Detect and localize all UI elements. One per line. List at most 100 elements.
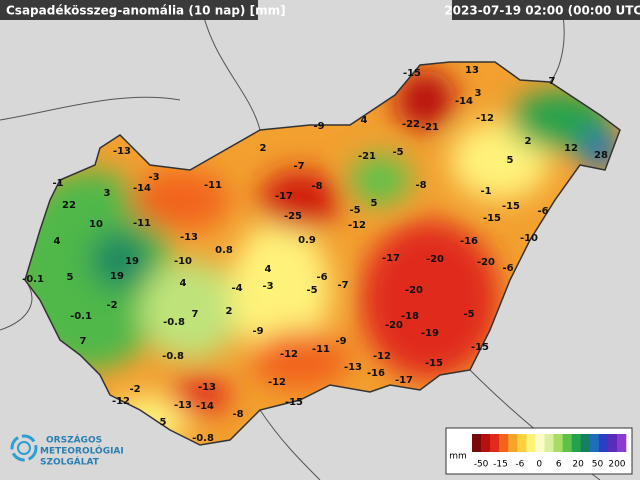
station-value: -12 xyxy=(268,377,286,388)
legend-tick-label: -6 xyxy=(515,460,524,470)
station-value: -9 xyxy=(313,121,324,132)
station-value: -16 xyxy=(367,368,385,379)
station-value: 0.8 xyxy=(215,245,233,256)
station-value: -3 xyxy=(262,281,273,292)
borders xyxy=(0,0,601,480)
station-value: -15 xyxy=(285,397,303,408)
timestamp-bar xyxy=(452,0,640,20)
station-value: -9 xyxy=(335,336,346,347)
title-bar xyxy=(0,0,258,20)
legend: mm -50 -15 -6 0 6 20 50 200 xyxy=(445,427,633,475)
station-value: -2 xyxy=(129,384,140,395)
station-value: -15 xyxy=(425,358,443,369)
station-value: 4 xyxy=(54,236,61,247)
title: Csapadékösszeg-anomália (10 nap) [mm] xyxy=(6,4,286,18)
station-value: -21 xyxy=(421,122,439,133)
station-value: -19 xyxy=(421,328,439,339)
station-value: -17 xyxy=(382,253,400,264)
legend-swatch xyxy=(526,434,536,452)
station-value: -12 xyxy=(373,351,391,362)
station-value: 2 xyxy=(525,136,532,147)
legend-swatch xyxy=(607,434,618,452)
legend-tick-label: 50 xyxy=(592,460,604,470)
station-value: -22 xyxy=(402,119,420,130)
legend-swatch xyxy=(598,434,609,452)
station-value: -15 xyxy=(471,342,489,353)
station-value: -5 xyxy=(392,147,403,158)
legend-tick-label: 0 xyxy=(536,460,542,470)
station-value: -6 xyxy=(316,272,327,283)
station-value: -11 xyxy=(312,344,330,355)
legend-swatch xyxy=(472,434,482,452)
legend-tick-label: -15 xyxy=(493,460,508,470)
station-value: -13 xyxy=(198,382,216,393)
station-value: -15 xyxy=(403,68,421,79)
legend-swatch xyxy=(544,434,554,452)
station-value: -3 xyxy=(148,172,159,183)
station-value: 5 xyxy=(371,198,378,209)
station-value: -13 xyxy=(113,146,131,157)
station-value: -17 xyxy=(395,375,413,386)
station-value: -21 xyxy=(358,151,376,162)
station-value: -20 xyxy=(385,320,403,331)
legend-unit: mm xyxy=(449,452,467,462)
station-value: 4 xyxy=(265,264,272,275)
station-value: 19 xyxy=(110,271,124,282)
station-value: -12 xyxy=(280,349,298,360)
station-value: 2 xyxy=(226,306,233,317)
station-value: -10 xyxy=(520,233,538,244)
station-value: -6 xyxy=(537,206,548,217)
legend-swatch xyxy=(571,434,582,452)
station-value: -2 xyxy=(106,300,117,311)
station-value: -6 xyxy=(502,263,513,274)
legend-swatch xyxy=(499,434,509,452)
station-value: -20 xyxy=(405,285,423,296)
station-value: 3 xyxy=(475,88,482,99)
station-value: -4 xyxy=(231,283,242,294)
station-value: -12 xyxy=(348,220,366,231)
station-value: -8 xyxy=(311,181,322,192)
station-value: -11 xyxy=(133,218,151,229)
timestamp: 2023-07-19 02:00 (00:00 UTC) xyxy=(444,4,640,18)
station-value: 19 xyxy=(125,256,139,267)
station-value: -14 xyxy=(196,401,214,412)
station-value: 4 xyxy=(361,115,368,126)
station-value: -25 xyxy=(284,211,302,222)
legend-tick-label: 200 xyxy=(608,460,625,470)
station-value: -13 xyxy=(180,232,198,243)
legend-swatch xyxy=(580,434,591,452)
station-value: -1 xyxy=(480,186,491,197)
station-value: -5 xyxy=(463,309,474,320)
legend-tick-label: 6 xyxy=(556,460,562,470)
legend-swatch xyxy=(481,434,491,452)
station-value: -14 xyxy=(455,96,473,107)
station-value: 5 xyxy=(160,417,167,428)
station-value: -12 xyxy=(112,396,130,407)
legend-tick-label: 20 xyxy=(572,460,584,470)
station-value: 28 xyxy=(594,150,608,161)
station-value: -13 xyxy=(344,362,362,373)
legend-tick-label: -50 xyxy=(474,460,489,470)
station-value: -1 xyxy=(52,178,63,189)
station-value: -11 xyxy=(204,180,222,191)
station-value: 22 xyxy=(62,200,76,211)
station-value: -9 xyxy=(252,326,263,337)
legend-swatch xyxy=(517,434,527,452)
station-value: -7 xyxy=(337,280,348,291)
station-value: 7 xyxy=(192,309,199,320)
station-value: -7 xyxy=(293,161,304,172)
station-value: -17 xyxy=(275,191,293,202)
station-value: 2 xyxy=(260,143,267,154)
station-value: -5 xyxy=(306,285,317,296)
station-value: -0.1 xyxy=(22,274,44,285)
station-value: 5 xyxy=(507,155,514,166)
station-value: 4 xyxy=(180,278,187,289)
logo-text: ORSZÁGOS xyxy=(46,434,102,446)
station-value: 13 xyxy=(465,65,479,76)
station-value: 3 xyxy=(104,188,111,199)
station-value: -8 xyxy=(232,409,243,420)
legend-swatch xyxy=(616,434,627,452)
logo: ORSZÁGOS METEOROLÓGIAI SZOLGÁLAT xyxy=(10,434,124,468)
legend-swatch xyxy=(553,434,563,452)
stations: -15 137-143-22 -21-124-92-13 -21 -5212285-7-… xyxy=(22,65,608,444)
